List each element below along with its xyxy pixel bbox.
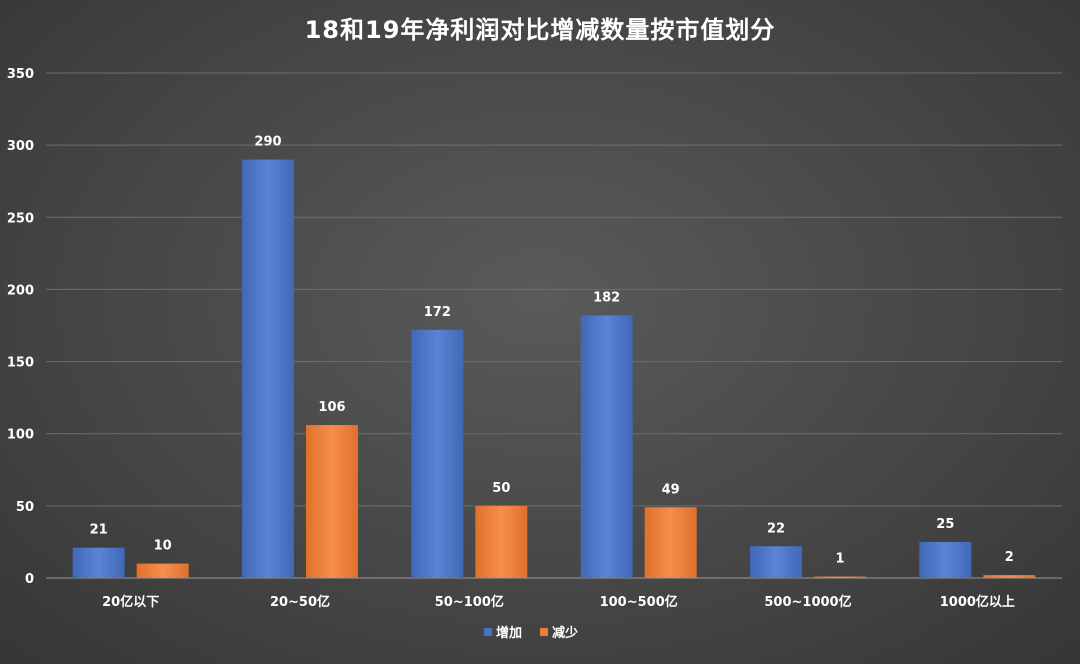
- data-label: 1: [835, 552, 844, 567]
- bar-decrease: [136, 563, 189, 578]
- bar-decrease: [644, 507, 697, 578]
- bar-increase: [750, 546, 802, 578]
- data-label: 10: [154, 539, 172, 554]
- data-label: 290: [254, 135, 281, 150]
- bar-increase: [580, 315, 633, 578]
- y-tick-label: 300: [7, 139, 34, 154]
- data-label: 49: [662, 482, 680, 497]
- legend-label: 增加: [496, 625, 522, 641]
- data-label: 172: [424, 305, 451, 320]
- x-category-label: 20亿以下: [102, 594, 159, 610]
- data-label: 21: [90, 523, 108, 538]
- y-tick-label: 100: [7, 428, 34, 443]
- data-labels-layer: 21 10 290 106 172 50 182 49 22 1 25 2: [90, 135, 1014, 567]
- y-tick-label: 150: [7, 356, 34, 371]
- x-axis-layer: 20亿以下 20~50亿 50~100亿 100~500亿 500~1000亿 1000亿…: [102, 594, 1015, 610]
- data-label: 106: [318, 400, 345, 415]
- bar-decrease: [983, 575, 1036, 578]
- bar-increase: [919, 541, 972, 578]
- legend: 增加 减少: [484, 625, 578, 641]
- bar-decrease: [475, 505, 528, 578]
- x-category-label: 100~500亿: [600, 594, 678, 610]
- x-category-label: 500~1000亿: [764, 594, 851, 610]
- y-tick-label: 350: [7, 67, 34, 82]
- data-label: 50: [492, 481, 510, 496]
- data-label: 2: [1005, 550, 1014, 565]
- y-tick-label: 250: [7, 211, 34, 226]
- chart-title: 18和19年净利润对比增减数量按市值划分: [304, 16, 776, 44]
- bar-decrease: [814, 576, 866, 578]
- legend-label: 减少: [552, 625, 578, 641]
- bar-increase: [72, 547, 125, 578]
- bar-increase: [411, 329, 464, 578]
- y-tick-label: 50: [16, 500, 34, 515]
- y-tick-label: 0: [25, 572, 34, 587]
- bar-decrease: [306, 425, 358, 578]
- bars-layer: [72, 159, 1036, 579]
- x-category-label: 1000亿以上: [940, 594, 1015, 610]
- bar-increase: [242, 159, 294, 579]
- data-label: 25: [936, 517, 954, 532]
- legend-swatch: [540, 628, 548, 636]
- x-category-label: 20~50亿: [270, 594, 330, 610]
- data-label: 182: [593, 290, 620, 305]
- data-label: 22: [767, 521, 785, 536]
- y-tick-label: 200: [7, 283, 34, 298]
- legend-swatch: [484, 628, 492, 636]
- x-category-label: 50~100亿: [435, 594, 504, 610]
